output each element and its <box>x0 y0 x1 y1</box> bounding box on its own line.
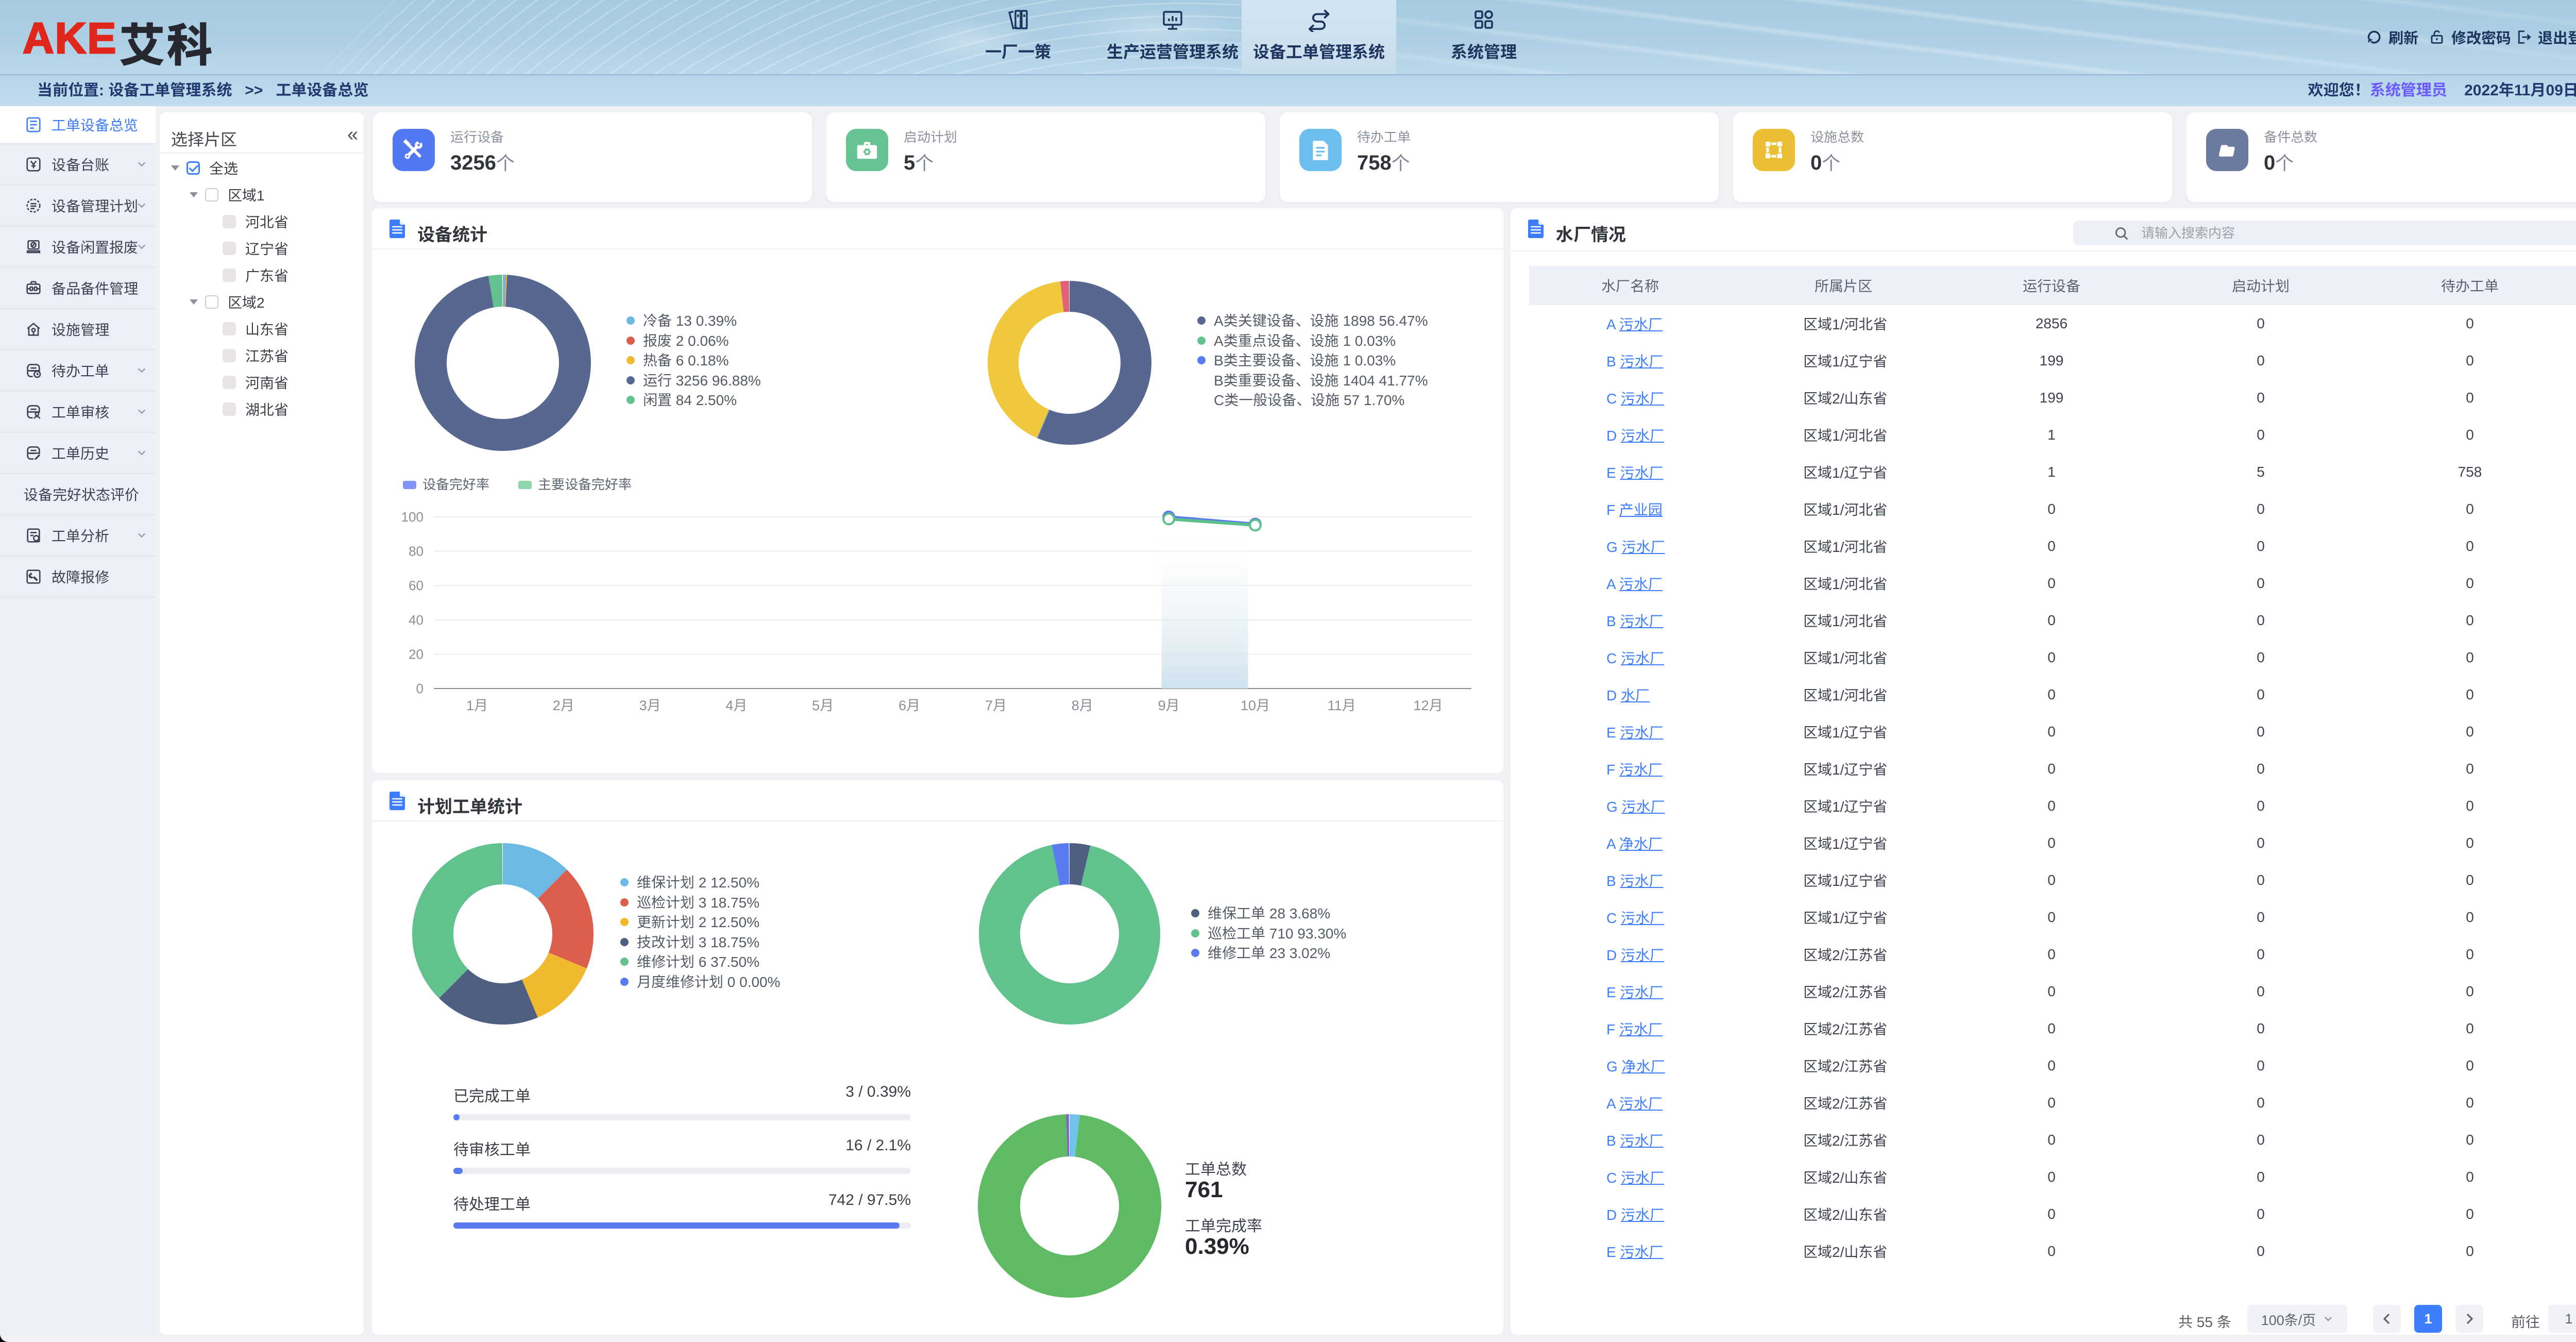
svg-text:60: 60 <box>409 578 423 593</box>
svg-text:0: 0 <box>416 681 423 696</box>
svg-text:8月: 8月 <box>1072 698 1093 713</box>
svg-text:2月: 2月 <box>553 698 574 713</box>
svg-text:100: 100 <box>401 509 423 525</box>
svg-text:80: 80 <box>409 544 423 559</box>
svg-text:7月: 7月 <box>985 698 1007 713</box>
svg-text:4月: 4月 <box>725 698 747 713</box>
svg-text:10月: 10月 <box>1241 698 1270 713</box>
svg-text:1月: 1月 <box>466 698 488 713</box>
svg-text:6月: 6月 <box>899 698 920 713</box>
svg-text:11月: 11月 <box>1328 698 1356 713</box>
svg-text:12月: 12月 <box>1413 698 1443 713</box>
svg-text:40: 40 <box>409 612 423 628</box>
svg-text:5月: 5月 <box>812 698 834 713</box>
svg-text:9月: 9月 <box>1158 698 1180 713</box>
svg-text:20: 20 <box>409 646 423 662</box>
svg-text:3月: 3月 <box>639 698 661 713</box>
